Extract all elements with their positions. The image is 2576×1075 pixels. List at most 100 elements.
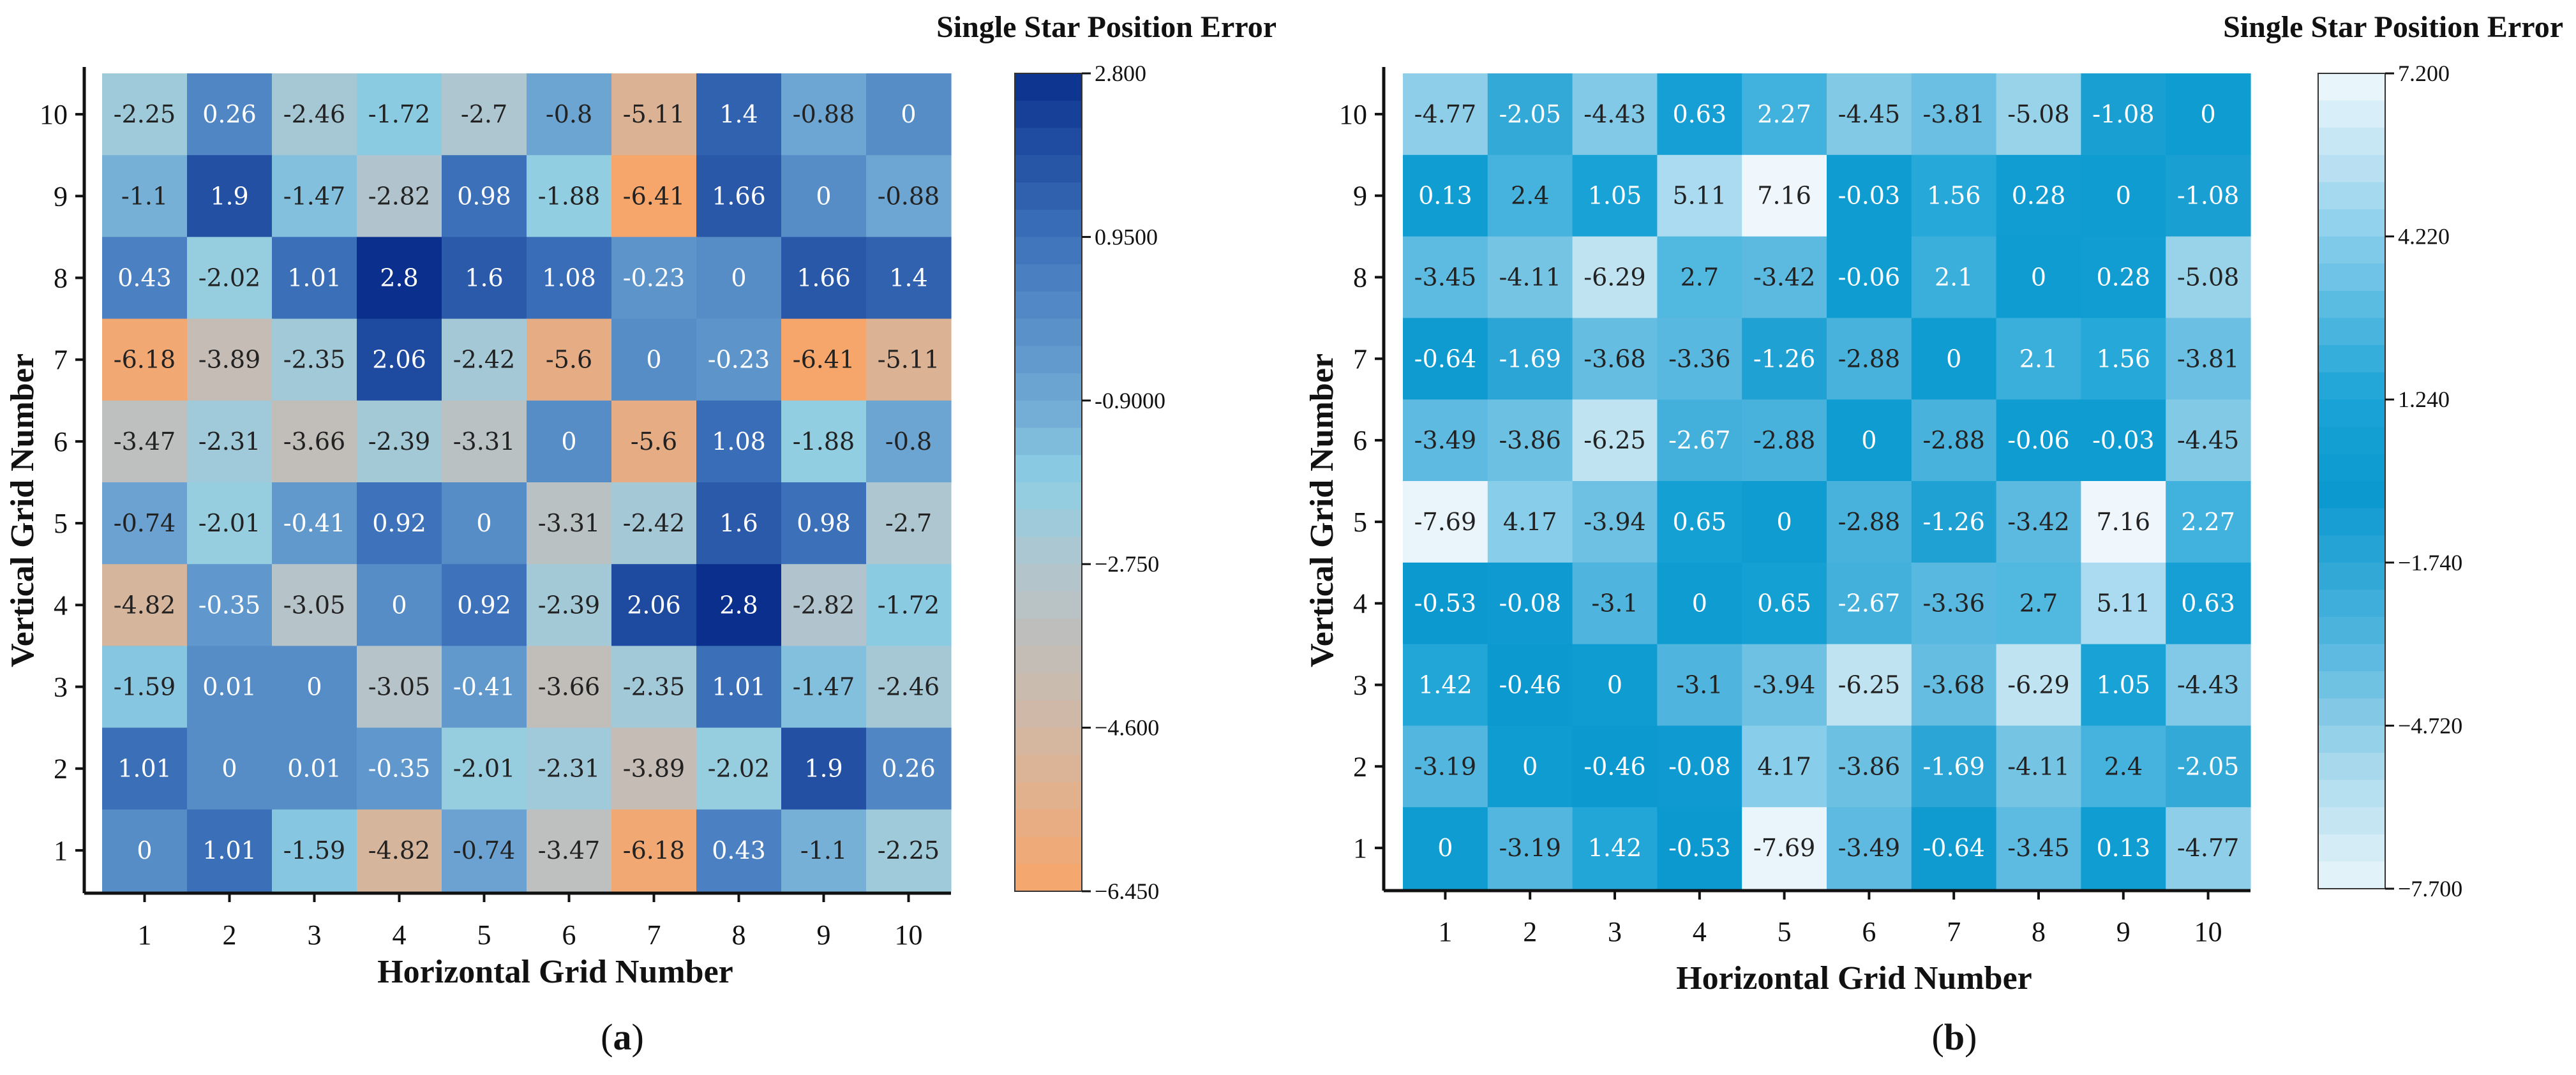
heatmap-cell: [1487, 725, 1573, 808]
y-tick-label: 9: [54, 181, 68, 212]
heatmap-cell: [442, 400, 527, 483]
cell-value-label: -0.64: [1922, 834, 1984, 862]
cell-value-label: 1.05: [1588, 182, 1642, 210]
cell-value-label: -2.25: [114, 100, 176, 128]
heatmap-cell: [696, 237, 782, 320]
cell-value-label: -2.88: [1753, 426, 1815, 454]
heatmap-cell: [1911, 725, 1997, 808]
heatmap-cell: [102, 646, 188, 729]
heatmap-cell: [1996, 807, 2081, 889]
cell-value-label: -4.11: [2007, 752, 2069, 780]
cell-value-label: -0.53: [1414, 589, 1476, 618]
cell-value-label: 1.9: [804, 755, 842, 783]
heatmap-cell: [1827, 644, 1912, 726]
heatmap-cell: [1403, 481, 1488, 563]
heatmap-cell: [781, 155, 867, 237]
colorbar-segment: [1015, 482, 1082, 510]
cell-value-label: -1.88: [538, 182, 600, 210]
colorbar-segment: [2318, 481, 2385, 509]
heatmap-cell: [1911, 481, 1997, 563]
heatmap-cell: [2081, 73, 2166, 156]
heatmap-cell: [866, 646, 952, 729]
cell-value-label: -1.08: [2177, 182, 2239, 210]
heatmap-cell: [1827, 399, 1912, 482]
heatmap-cell: [527, 564, 612, 646]
cell-value-label: -2.82: [793, 591, 855, 619]
y-tick-label: 3: [54, 672, 68, 703]
heatmap-cell: [187, 482, 273, 565]
heatmap-cell: [696, 318, 782, 401]
cell-value-label: -5.08: [2177, 263, 2239, 292]
heatmap-cell: [2166, 154, 2251, 237]
heatmap-cell: [611, 727, 697, 810]
colorbar-segment: [2318, 807, 2385, 835]
colorbar-segment: [2318, 73, 2385, 101]
heatmap-cell: [2081, 644, 2166, 726]
cell-value-label: 2.1: [1935, 263, 1973, 292]
cell-value-label: -1.69: [1499, 345, 1561, 373]
cell-value-label: -1.1: [800, 836, 847, 864]
cell-value-label: 1.56: [1927, 182, 1981, 210]
heatmap-cell: [1996, 562, 2081, 645]
cell-value-label: 2.27: [2181, 508, 2235, 536]
cell-value-label: -0.08: [1499, 589, 1561, 618]
heatmap-cell: [1403, 399, 1488, 482]
x-tick-label: 10: [895, 919, 923, 951]
cell-value-label: -6.25: [1584, 426, 1645, 454]
heatmap-cell: [527, 727, 612, 810]
cell-value-label: -4.82: [114, 591, 176, 619]
colorbar-segment: [2318, 100, 2385, 128]
heatmap-cell: [187, 400, 273, 483]
heatmap-cell: [2081, 807, 2166, 889]
cell-value-label: -3.86: [1499, 426, 1561, 454]
heatmap-cell: [1827, 154, 1912, 237]
cell-value-label: 1.6: [719, 509, 758, 537]
x-axis-label: Horizontal Grid Number: [377, 954, 733, 990]
heatmap-cell: [102, 564, 188, 646]
heatmap-cell: [272, 318, 357, 401]
cell-value-label: 0: [1777, 508, 1792, 536]
heatmap-cell: [1996, 725, 2081, 808]
heatmap-cell: [1911, 562, 1997, 645]
heatmap-cell: [696, 155, 782, 237]
cell-value-label: -0.06: [1838, 263, 1900, 292]
colorbar-segment: [1015, 864, 1082, 892]
heatmap-cell: [866, 73, 952, 156]
cell-value-label: 0.43: [117, 264, 172, 292]
y-tick-label: 5: [1353, 507, 1367, 538]
colorbar-segment: [1015, 128, 1082, 156]
heatmap-cell: [1657, 399, 1742, 482]
cell-value-label: -1.88: [793, 427, 855, 456]
colorbar-segment: [2318, 589, 2385, 618]
heatmap-cell: [1657, 725, 1742, 808]
heatmap-cell: [1911, 236, 1997, 318]
cell-value-label: -2.25: [878, 836, 940, 864]
heatmap-cell: [696, 400, 782, 483]
heatmap-cell: [1742, 399, 1827, 482]
heatmap-cell: [272, 155, 357, 237]
cell-value-label: -0.35: [368, 755, 430, 783]
colorbar-segment: [2318, 725, 2385, 753]
colorbar-title: Single Star Position Error: [936, 10, 1277, 44]
y-tick-label: 9: [1353, 181, 1367, 212]
panel-label: (b): [1932, 1016, 1977, 1058]
colorbar-tick-label: 2.800: [1095, 61, 1146, 86]
colorbar-segment: [1015, 564, 1082, 592]
y-tick-label: 6: [54, 426, 68, 457]
cell-value-label: -3.66: [538, 673, 600, 701]
colorbar-segment: [2318, 508, 2385, 536]
cell-value-label: 0.26: [881, 755, 936, 783]
heatmap-cell: [611, 318, 697, 401]
cell-value-label: -1.72: [368, 100, 430, 128]
heatmap-cell: [611, 155, 697, 237]
cell-value-label: 0: [1692, 589, 1707, 618]
cell-value-label: -3.36: [1922, 589, 1984, 618]
cell-value-label: -7.69: [1414, 508, 1476, 536]
colorbar-segment: [1015, 673, 1082, 701]
heatmap-cell: [1911, 154, 1997, 237]
heatmap-cell: [1657, 236, 1742, 318]
x-tick-label: 8: [732, 919, 746, 951]
cell-value-label: 0: [646, 346, 661, 374]
panel-label-open: (: [601, 1016, 613, 1058]
heatmap-cell: [696, 73, 782, 156]
